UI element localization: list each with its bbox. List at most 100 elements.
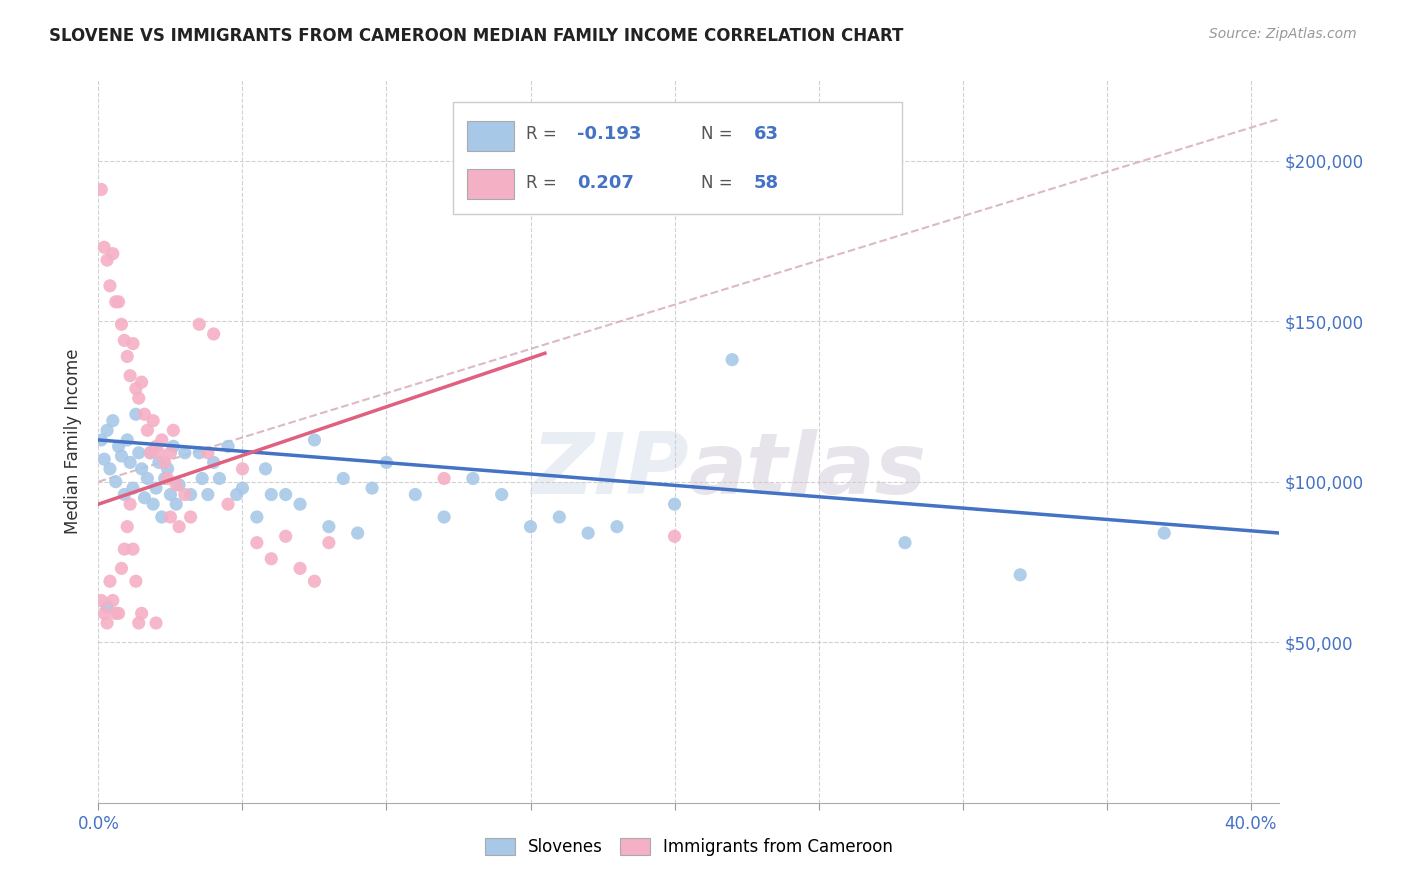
Text: -0.193: -0.193 — [576, 126, 641, 144]
Point — [217, 497, 239, 511]
Text: atlas: atlas — [689, 429, 927, 512]
Text: N =: N = — [700, 126, 738, 144]
Point — [112, 487, 135, 501]
Point — [112, 334, 135, 348]
Point — [153, 455, 176, 469]
Point — [110, 318, 132, 332]
Point — [148, 455, 170, 469]
Point — [128, 615, 150, 630]
Point — [107, 294, 129, 309]
Point — [131, 607, 153, 621]
Point — [173, 487, 195, 501]
Point — [159, 487, 181, 501]
Point — [101, 414, 124, 428]
Point — [115, 519, 138, 533]
Point — [104, 294, 127, 309]
Legend: Slovenes, Immigrants from Cameroon: Slovenes, Immigrants from Cameroon — [478, 831, 900, 863]
Point — [180, 487, 202, 501]
Point — [128, 391, 150, 405]
Point — [461, 471, 484, 485]
Point — [153, 471, 176, 485]
Point — [125, 382, 148, 396]
Text: R =: R = — [526, 174, 562, 192]
Point — [274, 487, 297, 501]
Point — [90, 593, 112, 607]
Point — [142, 414, 165, 428]
Point — [318, 519, 340, 533]
Point — [96, 599, 118, 614]
Point — [139, 446, 162, 460]
Point — [96, 423, 118, 437]
Point — [332, 471, 354, 485]
Point — [361, 481, 384, 495]
Point — [142, 497, 165, 511]
Point — [150, 433, 173, 447]
Text: R =: R = — [526, 126, 562, 144]
Point — [159, 446, 181, 460]
Point — [246, 535, 269, 549]
Point — [217, 439, 239, 453]
Point — [1010, 567, 1032, 582]
Point — [433, 510, 456, 524]
Point — [1153, 526, 1175, 541]
Point — [128, 446, 150, 460]
Point — [131, 462, 153, 476]
Point — [664, 529, 686, 543]
Point — [148, 446, 170, 460]
Point — [122, 542, 145, 557]
Point — [165, 478, 187, 492]
Point — [136, 423, 159, 437]
Point — [274, 529, 297, 543]
Point — [260, 487, 283, 501]
Point — [107, 607, 129, 621]
Point — [162, 423, 184, 437]
Point — [519, 519, 541, 533]
Point — [894, 535, 917, 549]
Point — [159, 510, 181, 524]
Point — [375, 455, 398, 469]
Bar — [467, 169, 515, 200]
Point — [165, 497, 187, 511]
Point — [202, 455, 225, 469]
Point — [664, 497, 686, 511]
Point — [110, 449, 132, 463]
Point — [156, 471, 179, 485]
Point — [260, 551, 283, 566]
Point — [145, 481, 167, 495]
Point — [721, 352, 744, 367]
Point — [231, 481, 253, 495]
Point — [96, 615, 118, 630]
Bar — [467, 120, 515, 151]
Point — [208, 471, 231, 485]
Point — [125, 407, 148, 421]
Point — [191, 471, 214, 485]
Y-axis label: Median Family Income: Median Family Income — [65, 349, 83, 534]
Text: 63: 63 — [754, 126, 779, 144]
Text: SLOVENE VS IMMIGRANTS FROM CAMEROON MEDIAN FAMILY INCOME CORRELATION CHART: SLOVENE VS IMMIGRANTS FROM CAMEROON MEDI… — [49, 27, 904, 45]
Point — [150, 510, 173, 524]
Point — [120, 455, 142, 469]
Point — [110, 561, 132, 575]
Point — [576, 526, 599, 541]
Point — [101, 593, 124, 607]
Point — [122, 481, 145, 495]
Point — [288, 561, 311, 575]
Text: ZIP: ZIP — [531, 429, 689, 512]
Point — [145, 439, 167, 453]
Point — [107, 439, 129, 453]
Point — [188, 446, 211, 460]
Point — [167, 478, 190, 492]
Point — [93, 607, 115, 621]
Point — [120, 368, 142, 383]
Point — [139, 446, 162, 460]
Point — [197, 487, 219, 501]
Point — [134, 491, 156, 505]
Text: 0.207: 0.207 — [576, 174, 634, 192]
Point — [134, 407, 156, 421]
Point — [93, 452, 115, 467]
Point — [197, 446, 219, 460]
Point — [96, 253, 118, 268]
Point — [246, 510, 269, 524]
Point — [104, 475, 127, 489]
Point — [346, 526, 368, 541]
